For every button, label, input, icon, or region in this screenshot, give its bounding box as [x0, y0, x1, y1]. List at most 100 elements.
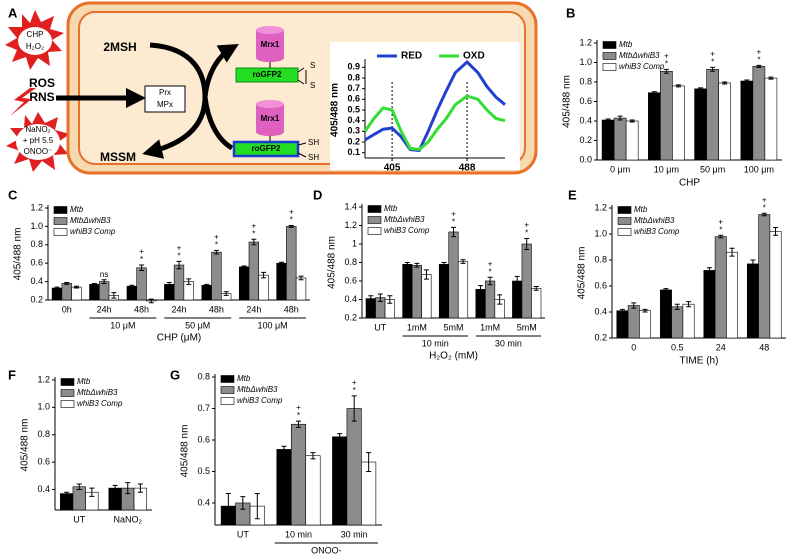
- error-bar: [101, 279, 107, 284]
- x-tick-label: 0h: [62, 304, 72, 314]
- significance-mark: *: [297, 411, 300, 420]
- error-bar: [310, 452, 316, 460]
- error-bar: [204, 283, 210, 287]
- error-bar: [240, 496, 246, 510]
- panel-letter: A: [8, 5, 18, 20]
- y-tick-label: 0.2: [30, 294, 43, 304]
- y-tick-label: 0.4: [197, 497, 210, 507]
- stress-label: NaNO₂: [25, 125, 50, 134]
- error-bar: [710, 66, 716, 72]
- error-bar: [514, 275, 520, 287]
- line-series: [363, 94, 506, 151]
- bar: [764, 77, 778, 161]
- x-tick-label: 30 min: [341, 529, 368, 539]
- legend-swatch: [617, 206, 632, 214]
- bar: [448, 231, 459, 319]
- y-tick-label: 0.4: [347, 115, 360, 125]
- y-tick-label: 0.2: [344, 312, 357, 322]
- y-tick-label: 0.2: [347, 136, 360, 146]
- bar: [616, 310, 629, 339]
- bar: [72, 486, 86, 511]
- error-bar: [76, 483, 82, 490]
- significance-mark: ns: [100, 270, 108, 279]
- x-tick-label: 48h: [209, 304, 224, 314]
- y-tick-label: 1.0: [594, 228, 607, 238]
- x-tick-label: 24h: [97, 304, 112, 314]
- significance-mark: +: [718, 217, 723, 226]
- error-bar: [64, 282, 70, 285]
- error-bar: [89, 487, 95, 497]
- significance-mark: *: [215, 240, 218, 249]
- legend-label: MtbΔwhiB3: [384, 215, 425, 224]
- bar: [758, 214, 771, 339]
- error-bar: [686, 301, 692, 308]
- bar: [211, 251, 222, 301]
- bar: [752, 66, 766, 161]
- stress-burst-center: [18, 27, 52, 55]
- panel-a: A CHP H₂O₂ ROS RNS NaNO₂ + pH 5.5 ONOO⁻ …: [5, 1, 538, 175]
- bar: [438, 264, 450, 319]
- significance-mark: +: [296, 403, 301, 412]
- error-bar: [663, 288, 669, 292]
- significance-mark: *: [525, 229, 528, 238]
- line-series: [364, 60, 506, 152]
- x-axis-label: CHP (μM): [157, 333, 201, 344]
- error-bar: [186, 278, 192, 285]
- error-bar: [629, 119, 635, 123]
- legend-swatch: [367, 227, 382, 235]
- stress-label: H₂O₂: [26, 42, 44, 51]
- inset-background: [330, 42, 520, 170]
- error-bar: [619, 308, 625, 313]
- y-axis-label: 405/488 nm: [562, 75, 573, 128]
- error-bar: [631, 302, 637, 309]
- bar: [531, 288, 542, 319]
- mrx1-cylinder: [256, 104, 284, 132]
- error-bar: [750, 259, 756, 269]
- bar: [295, 277, 307, 301]
- significance-mark: *: [252, 229, 255, 238]
- legend-label: Mtb: [237, 374, 251, 383]
- legend-label: RED: [401, 51, 422, 62]
- x-tick-label: 1mM: [480, 322, 500, 332]
- significance-mark: *: [665, 59, 668, 68]
- y-tick-label: 0.8: [347, 72, 360, 82]
- significance-mark: *: [763, 203, 766, 212]
- bar: [613, 117, 627, 161]
- error-bar: [675, 84, 681, 88]
- bar: [627, 305, 640, 339]
- bar: [164, 284, 175, 301]
- significance-mark: *: [489, 267, 492, 276]
- bar: [89, 284, 100, 301]
- panel-letter: B: [566, 5, 575, 20]
- bar: [694, 88, 707, 161]
- significance-mark: *: [757, 56, 760, 65]
- mrx1-top: [256, 26, 284, 34]
- bar: [421, 274, 432, 319]
- bar: [276, 449, 292, 526]
- error-bar: [279, 261, 285, 265]
- y-axis-label: 405/488 nm: [330, 83, 341, 137]
- y-axis-label: 405/488 nm: [577, 247, 588, 300]
- y-tick-label: 0.5: [347, 104, 360, 114]
- arrow: [202, 43, 239, 98]
- oxidized-label: MSSM: [100, 150, 136, 164]
- rogfp-box: [232, 140, 300, 158]
- x-tick-label: UT: [374, 322, 386, 332]
- error-bar: [605, 118, 611, 122]
- error-bar: [773, 227, 779, 236]
- y-axis-label: 405/488 nm: [20, 419, 31, 472]
- error-bar: [351, 395, 357, 422]
- bar: [258, 274, 269, 301]
- y-axis-label: 405/488 nm: [180, 425, 191, 478]
- error-bar: [663, 68, 669, 74]
- error-bar: [718, 234, 724, 239]
- bar: [714, 236, 727, 339]
- panel-letter: D: [313, 187, 322, 202]
- error-bar: [112, 484, 118, 492]
- rns-label: RNS: [29, 90, 54, 104]
- x-tick-label: UT: [73, 514, 85, 524]
- error-bar: [337, 433, 343, 441]
- error-bar: [651, 91, 657, 95]
- y-tick-label: 0.6: [344, 275, 357, 285]
- y-tick-label: 1.2: [594, 202, 607, 212]
